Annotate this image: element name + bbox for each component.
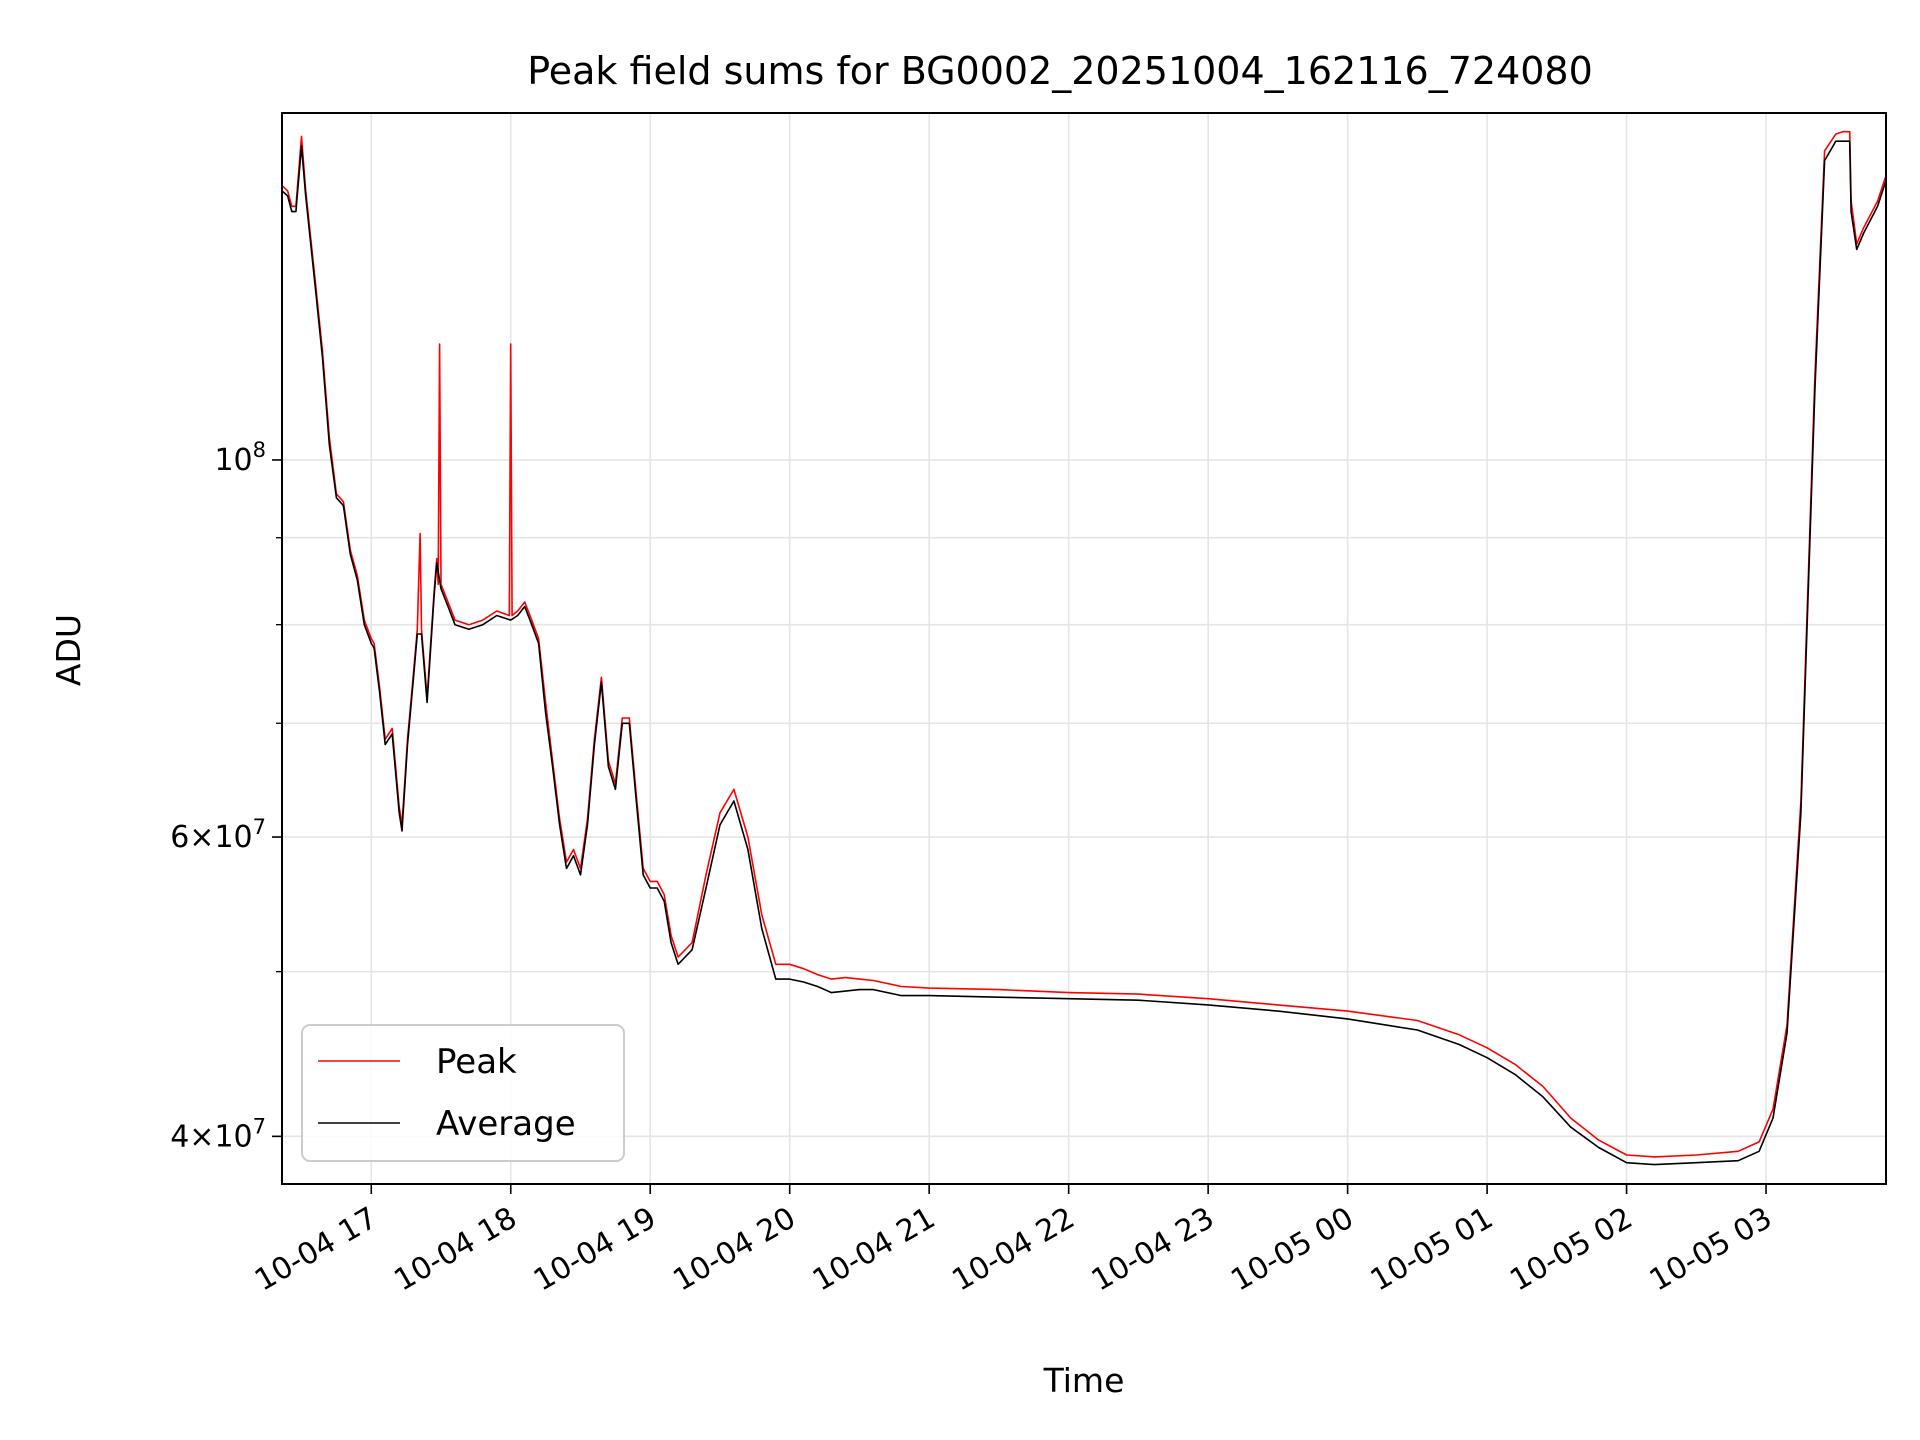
series-group (282, 130, 1886, 1166)
x-axis-label: Time (1043, 1361, 1125, 1400)
legend-label-peak: Peak (436, 1042, 517, 1082)
chart-title: Peak field sums for BG0002_20251004_1621… (527, 49, 1593, 93)
plot-frame (281, 112, 1887, 1185)
y-tick-label: 4×107 (170, 1114, 266, 1154)
grid (282, 113, 1886, 1184)
y-tick-label: 6×107 (170, 815, 266, 855)
legend-label-average: Average (436, 1104, 576, 1144)
legend-box (301, 1024, 625, 1162)
y-axis: 4×107 6×107 108 (170, 438, 282, 1154)
legend: Peak Average (301, 1024, 625, 1162)
y-tick-label: 108 (214, 438, 266, 478)
series-line-average (282, 140, 1886, 1166)
y-axis-label: ADU (49, 614, 88, 686)
